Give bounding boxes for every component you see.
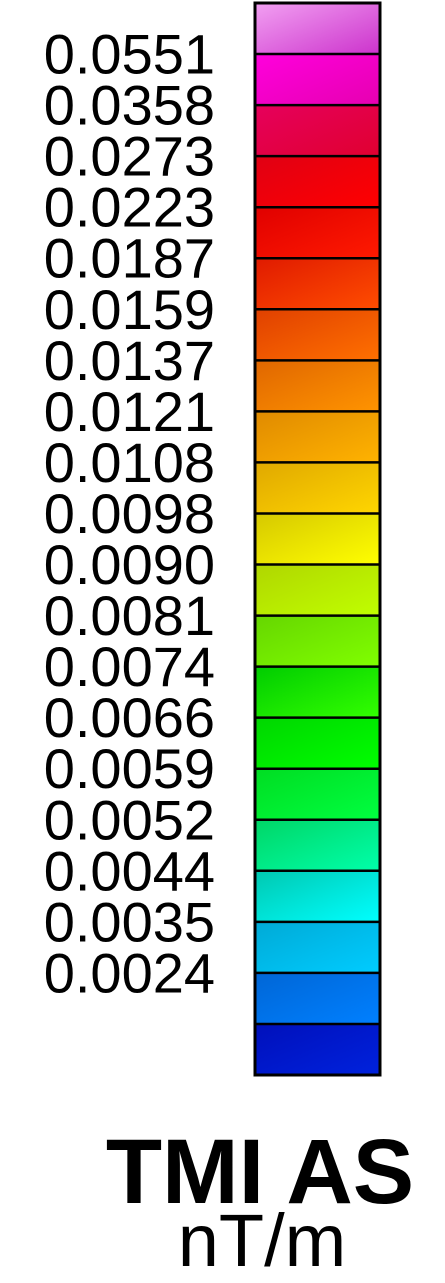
- color-bin: [255, 717, 380, 769]
- tick-label: 0.0066: [44, 686, 215, 749]
- color-bin: [255, 564, 380, 616]
- tick-label: 0.0223: [44, 176, 215, 239]
- tick-label: 0.0059: [44, 737, 215, 800]
- color-bin: [255, 615, 380, 667]
- color-bin: [255, 819, 380, 871]
- color-bin: [255, 3, 380, 55]
- tick-labels: 0.05510.03580.02730.02230.01870.01590.01…: [44, 23, 215, 1005]
- color-bin: [255, 105, 380, 157]
- color-bin: [255, 258, 380, 310]
- tick-label: 0.0098: [44, 482, 215, 545]
- tick-label: 0.0108: [44, 431, 215, 494]
- tick-label: 0.0159: [44, 278, 215, 341]
- tick-label: 0.0081: [44, 584, 215, 647]
- tick-label: 0.0187: [44, 227, 215, 290]
- tick-label: 0.0358: [44, 74, 215, 137]
- tick-label: 0.0090: [44, 533, 215, 596]
- tick-label: 0.0052: [44, 788, 215, 851]
- color-bin: [255, 156, 380, 208]
- color-bin: [255, 360, 380, 412]
- color-bin: [255, 207, 380, 259]
- tick-label: 0.0024: [44, 941, 215, 1004]
- tick-label: 0.0551: [44, 23, 215, 86]
- color-bin: [255, 921, 380, 973]
- color-bin: [255, 54, 380, 106]
- tick-label: 0.0137: [44, 329, 215, 392]
- color-bin: [255, 411, 380, 463]
- color-bin: [255, 462, 380, 514]
- color-bin: [255, 513, 380, 565]
- legend-title: TMI AS: [106, 1121, 414, 1223]
- colorbar-frame: [253, 1, 382, 1077]
- color-bin: [255, 309, 380, 361]
- tick-label: 0.0044: [44, 839, 215, 902]
- color-bins: [255, 3, 380, 1075]
- tick-label: 0.0035: [44, 890, 215, 953]
- color-bin: [255, 972, 380, 1024]
- tick-label: 0.0273: [44, 125, 215, 188]
- tick-label: 0.0121: [44, 380, 215, 443]
- color-bin: [255, 870, 380, 922]
- color-bin: [255, 768, 380, 820]
- color-bin: [255, 666, 380, 718]
- legend-unit: nT/m: [178, 1199, 347, 1282]
- tick-label: 0.0074: [44, 635, 215, 698]
- color-bin: [255, 1023, 380, 1075]
